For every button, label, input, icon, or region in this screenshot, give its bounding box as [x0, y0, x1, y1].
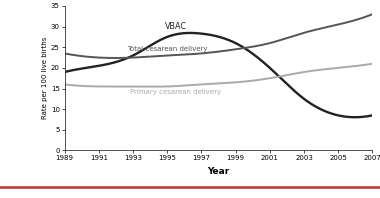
Text: Total cesarean delivery: Total cesarean delivery	[127, 46, 207, 52]
X-axis label: Year: Year	[207, 167, 230, 176]
Y-axis label: Rate per 100 live births: Rate per 100 live births	[42, 37, 48, 119]
Text: Primary cesarean delivery: Primary cesarean delivery	[130, 89, 221, 95]
Text: VBAC: VBAC	[165, 22, 187, 31]
